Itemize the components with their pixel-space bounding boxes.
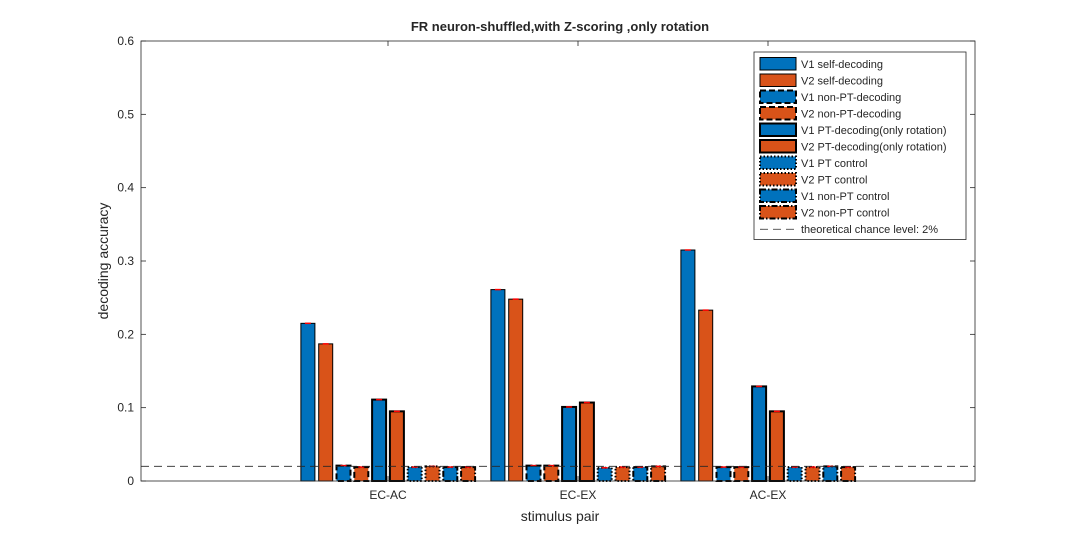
y-tick-label: 0.3: [117, 254, 134, 268]
y-tick-label: 0.5: [117, 107, 134, 121]
legend-entry: V2 PT-decoding(only rotation): [801, 142, 947, 154]
bar: [460, 466, 477, 483]
legend-entry-chance: theoretical chance level: 2%: [801, 224, 938, 236]
bar: [371, 398, 388, 483]
bar: [388, 410, 405, 483]
bar: [543, 464, 560, 483]
bar: [614, 466, 631, 483]
x-tick-label: EC-AC: [369, 488, 407, 502]
bar: [508, 298, 524, 482]
bar: [300, 322, 316, 482]
bar: [840, 466, 857, 483]
bar: [490, 289, 506, 482]
legend-swatch: [759, 205, 797, 220]
bar: [680, 249, 696, 482]
bar: [751, 385, 768, 482]
legend-swatch: [759, 106, 797, 121]
bar: [596, 466, 613, 482]
legend-swatch: [759, 122, 797, 137]
chart-title: FR neuron-shuffled,with Z-scoring ,only …: [411, 19, 709, 34]
legend-entry: V2 self-decoding: [801, 76, 883, 88]
bar: [822, 465, 839, 483]
legend-swatch: [759, 155, 797, 170]
legend-entry: V2 PT control: [801, 175, 867, 187]
bar: [335, 464, 352, 483]
x-tick-label: EC-EX: [560, 488, 597, 502]
axes: 0 0.1 0.2 0.3 0.4 0.5 0.6 EC-AC EC-EX AC-EX: [117, 34, 976, 502]
legend-swatch: [759, 188, 797, 203]
bar: [578, 401, 595, 482]
legend-entry: V1 self-decoding: [801, 59, 883, 71]
bar: [768, 410, 785, 483]
bar: [406, 466, 423, 483]
bar: [698, 309, 714, 482]
y-tick-label: 0.4: [117, 181, 134, 195]
legend-entry: V1 non-PT-decoding: [801, 92, 901, 104]
bar: [525, 464, 542, 483]
legend-swatch: [759, 73, 797, 87]
bar: [650, 465, 667, 483]
bar: [733, 466, 750, 483]
legend-entry: V2 non-PT-decoding: [801, 109, 901, 121]
bar: [632, 466, 649, 483]
x-tick-label: AC-EX: [750, 488, 787, 502]
y-tick-label: 0: [127, 474, 134, 488]
legend-entry: V1 PT control: [801, 158, 867, 170]
bar: [804, 466, 821, 483]
legend-swatch: [759, 172, 797, 187]
legend-swatch: [759, 89, 797, 104]
bar: [442, 466, 459, 483]
x-axis-label: stimulus pair: [521, 508, 600, 524]
bar: [353, 466, 370, 483]
bar: [786, 466, 803, 483]
bar: [318, 343, 334, 482]
legend: V1 self-decoding V2 self-decoding V1 non-P…: [753, 51, 967, 240]
legend-entry: V1 PT-decoding(only rotation): [801, 125, 947, 137]
bar: [715, 466, 732, 483]
y-tick-label: 0.6: [117, 34, 134, 48]
legend-entry: V1 non-PT control: [801, 191, 889, 203]
legend-swatch: [759, 139, 797, 154]
y-tick-label: 0.2: [117, 327, 134, 341]
bar: [424, 465, 441, 483]
y-tick-label: 0.1: [117, 401, 134, 415]
bar: [561, 405, 578, 482]
legend-entry: V2 non-PT control: [801, 208, 889, 220]
y-axis-label: decoding accuracy: [95, 203, 111, 320]
legend-swatch: [759, 57, 797, 71]
